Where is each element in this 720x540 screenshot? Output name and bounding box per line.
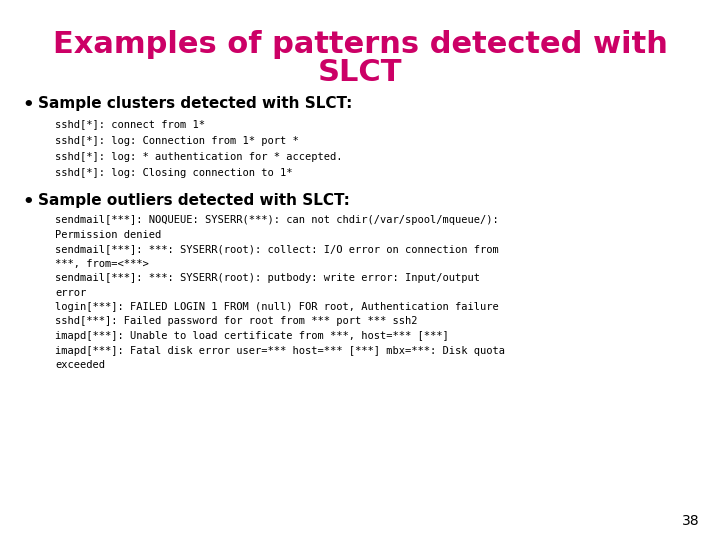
Text: Examples of patterns detected with: Examples of patterns detected with: [53, 30, 667, 59]
Text: •: •: [22, 96, 34, 114]
Text: login[***]: FAILED LOGIN 1 FROM (null) FOR root, Authentication failure: login[***]: FAILED LOGIN 1 FROM (null) F…: [55, 302, 499, 312]
Text: 38: 38: [683, 514, 700, 528]
Text: imapd[***]: Fatal disk error user=*** host=*** [***] mbx=***: Disk quota: imapd[***]: Fatal disk error user=*** ho…: [55, 346, 505, 355]
Text: sshd[***]: Failed password for root from *** port *** ssh2: sshd[***]: Failed password for root from…: [55, 316, 418, 327]
Text: Sample clusters detected with SLCT:: Sample clusters detected with SLCT:: [38, 96, 352, 111]
Text: error: error: [55, 287, 86, 298]
Text: ***, from=<***>: ***, from=<***>: [55, 259, 149, 268]
Text: sshd[*]: log: Connection from 1* port *: sshd[*]: log: Connection from 1* port *: [55, 136, 299, 145]
Text: Permission denied: Permission denied: [55, 230, 161, 240]
Text: •: •: [22, 193, 34, 211]
Text: imapd[***]: Unable to load certificate from ***, host=*** [***]: imapd[***]: Unable to load certificate f…: [55, 331, 449, 341]
Text: sendmail[***]: ***: SYSERR(root): putbody: write error: Input/output: sendmail[***]: ***: SYSERR(root): putbod…: [55, 273, 480, 283]
Text: sendmail[***]: NOQUEUE: SYSERR(***): can not chdir(/var/spool/mqueue/):: sendmail[***]: NOQUEUE: SYSERR(***): can…: [55, 215, 499, 225]
Text: SLCT: SLCT: [318, 58, 402, 87]
Text: sshd[*]: log: Closing connection to 1*: sshd[*]: log: Closing connection to 1*: [55, 168, 292, 179]
Text: sshd[*]: connect from 1*: sshd[*]: connect from 1*: [55, 119, 205, 129]
Text: sendmail[***]: ***: SYSERR(root): collect: I/O error on connection from: sendmail[***]: ***: SYSERR(root): collec…: [55, 244, 499, 254]
Text: Sample outliers detected with SLCT:: Sample outliers detected with SLCT:: [38, 193, 350, 208]
Text: sshd[*]: log: * authentication for * accepted.: sshd[*]: log: * authentication for * acc…: [55, 152, 343, 162]
Text: exceeded: exceeded: [55, 360, 105, 370]
